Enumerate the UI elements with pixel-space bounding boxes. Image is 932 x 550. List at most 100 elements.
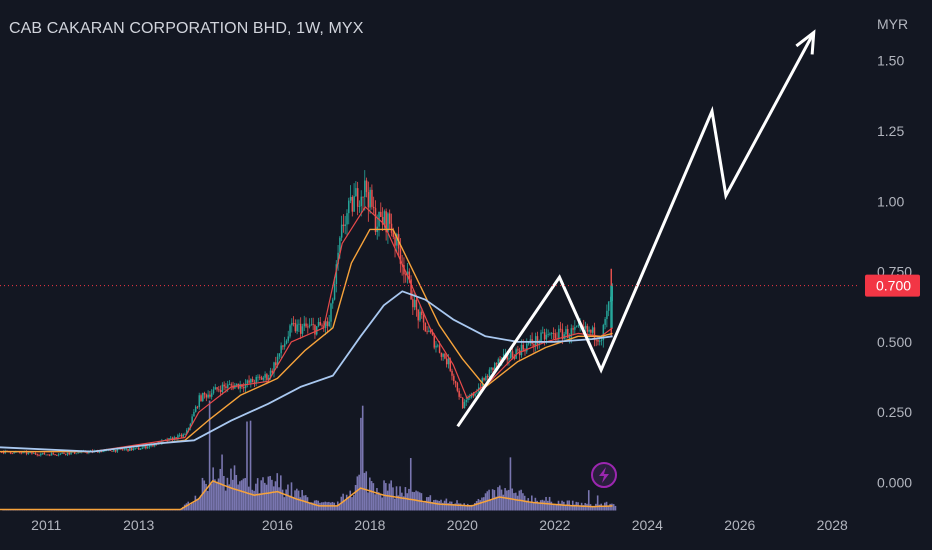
projection-line[interactable] <box>456 31 816 428</box>
candle-body <box>292 322 295 324</box>
candle-body <box>2 451 5 454</box>
candle-body <box>561 329 564 340</box>
time-tick-label: 2011 <box>31 517 61 533</box>
volume-bar <box>506 490 508 511</box>
candle-body <box>449 358 452 371</box>
volume-bar <box>265 484 268 511</box>
candle-body <box>143 446 145 448</box>
candle-body <box>485 376 487 381</box>
svg-text:0.700: 0.700 <box>876 278 911 294</box>
volume-bar <box>458 503 460 511</box>
time-tick-label: 2020 <box>447 517 478 533</box>
candle-body <box>526 343 528 352</box>
volume-bar <box>385 483 387 511</box>
candle-body <box>255 376 257 384</box>
candle-body <box>11 453 14 455</box>
volume-bar <box>354 485 357 511</box>
volume-bar <box>377 492 380 511</box>
volume-bar <box>454 503 457 511</box>
currency-label: MYR <box>877 16 908 32</box>
candle-body <box>66 452 69 455</box>
candle-body <box>406 271 409 275</box>
candle-body <box>467 398 469 401</box>
candle-body <box>9 452 12 454</box>
volume-bar <box>226 477 229 511</box>
volume-bar <box>596 495 599 511</box>
volume-bar <box>589 504 592 511</box>
volume-bar <box>253 490 255 511</box>
volume-bar <box>393 498 396 511</box>
volume-bar <box>602 505 604 511</box>
candle-body <box>75 453 78 455</box>
volume-bar <box>372 483 375 511</box>
candle-body <box>276 356 279 366</box>
candle-body <box>303 323 306 327</box>
candle-body <box>264 374 266 378</box>
volume-bar <box>194 495 197 511</box>
volume-bar <box>313 500 316 511</box>
candle-body <box>399 248 402 264</box>
volume-bar <box>552 504 554 511</box>
candle-body <box>349 197 352 201</box>
volume-bar <box>497 487 499 511</box>
candle-body <box>570 328 573 337</box>
volume-bar <box>409 458 412 511</box>
candle-body <box>317 321 320 327</box>
candle-body <box>275 362 277 366</box>
volume-bar <box>498 485 501 511</box>
candle-body <box>374 208 377 233</box>
volume-bar <box>196 499 198 511</box>
candle-body <box>267 377 270 380</box>
time-axis[interactable]: 2011 2013 2016 2018 2020 2022 2024 2026 2028 <box>31 517 848 533</box>
candle-body <box>510 351 512 359</box>
candle-body <box>460 396 462 398</box>
volume-bar <box>434 499 437 511</box>
volume-bar <box>482 497 485 511</box>
volume-bar <box>303 495 305 511</box>
projection-layer <box>456 29 816 428</box>
candle-body <box>187 427 190 431</box>
volume-bar <box>369 477 371 511</box>
candle-body <box>465 400 468 403</box>
volume-bar <box>607 505 610 511</box>
candle-body <box>216 387 218 390</box>
candle-body <box>175 437 177 440</box>
candle-body <box>383 211 386 225</box>
volume-bar <box>392 487 394 511</box>
volume-bar <box>308 503 311 511</box>
volume-bar <box>349 490 352 511</box>
candle-body <box>333 283 336 300</box>
volume-bar <box>443 500 446 511</box>
candle-body <box>335 264 338 284</box>
candle-body <box>486 376 489 378</box>
volume-bar <box>543 500 546 511</box>
candle-body <box>161 440 163 444</box>
volume-bar <box>231 479 234 511</box>
volume-bar <box>219 468 222 511</box>
candle-body <box>278 353 281 357</box>
volume-bar <box>438 500 441 511</box>
volume-bar <box>550 501 553 511</box>
candle-body <box>353 196 355 212</box>
candle-body <box>360 196 363 207</box>
volume-bar <box>199 495 202 511</box>
volume-bar <box>258 493 261 511</box>
time-tick-label: 2022 <box>539 517 570 533</box>
volume-bar <box>203 480 206 511</box>
candle-body <box>440 352 443 357</box>
candle-body <box>57 454 60 456</box>
lightning-icon-button[interactable] <box>591 462 617 488</box>
volume-bar <box>539 500 542 511</box>
moving-average-layer <box>0 206 613 453</box>
candle-body <box>456 383 459 391</box>
candle-body <box>121 449 124 451</box>
volume-bar <box>502 494 505 511</box>
time-tick-label: 2013 <box>123 517 154 533</box>
candle-body <box>346 213 348 225</box>
volume-bar <box>466 503 469 511</box>
moving-average-line <box>0 206 613 453</box>
candle-body <box>48 454 51 456</box>
candle-body <box>568 336 571 338</box>
